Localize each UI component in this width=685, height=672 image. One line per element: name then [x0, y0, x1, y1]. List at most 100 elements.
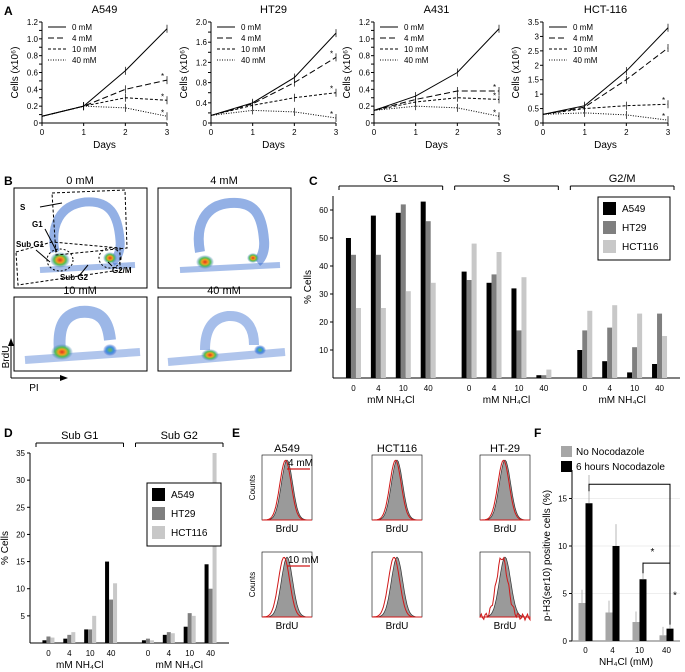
x-axis-label: Days [262, 140, 285, 151]
series-line-40mm [210, 109, 337, 119]
bar-a549 [162, 634, 167, 643]
x-axis-label: NH₄Cl (mM) [599, 657, 653, 668]
bar-ht29 [166, 632, 171, 643]
histogram-concentration: 10 mM [288, 555, 319, 566]
bar-hct116 [637, 313, 643, 378]
significance-star: * [673, 590, 677, 601]
significance-star: * [651, 547, 655, 558]
bar-hct116 [113, 583, 118, 643]
histogram-xlabel: BrdU [494, 621, 517, 632]
flow-plot-0mm [13, 187, 148, 289]
x-axis-label: mM NH₄Cl [483, 395, 530, 406]
series-line-40mm [41, 105, 168, 117]
y-axis-label: Cells (x10⁶) [10, 47, 21, 99]
series-line-4mm [210, 56, 337, 116]
legend-swatch [561, 461, 572, 472]
histogram-treated [261, 556, 312, 618]
legend-label: 0 mM [72, 23, 92, 32]
y-tick-label: 15 [16, 558, 25, 567]
bar-a549 [652, 364, 658, 378]
bar-ht29 [88, 629, 93, 643]
y-tick-label: 0.8 [359, 52, 371, 61]
y-tick-label: 0.6 [27, 69, 39, 78]
series-line-4mm [542, 47, 669, 115]
significance-star: * [330, 110, 333, 119]
series-line-10mm [373, 97, 500, 111]
bar-chart-ph3: 0 5 10 15 p-H3(ser10) positive cells (%) 0 4 10… [542, 446, 680, 668]
histogram-treated [371, 556, 422, 618]
bar-hct116 [587, 310, 593, 378]
bar-no-nocodazole [605, 612, 613, 641]
x-tick-label: 40 [107, 649, 116, 658]
bar-6-hours-nocodazole [666, 628, 674, 641]
bar-6-hours-nocodazole [585, 503, 593, 641]
series-line-0mm [373, 28, 500, 111]
legend-label: 0 mM [573, 23, 593, 32]
bar-hct116 [471, 243, 477, 378]
bar-hct116 [405, 291, 411, 378]
flow-plot-4mm [157, 187, 292, 289]
x-tick-label: 4 [376, 384, 381, 393]
y-tick-label: 5 [563, 590, 568, 599]
bar-a549 [577, 350, 583, 378]
significance-star: * [161, 108, 164, 117]
x-tick-label: 0 [467, 384, 472, 393]
bar-hct116 [170, 633, 175, 643]
y-tick-label: 1.0 [359, 35, 371, 44]
y-tick-label: 0 [203, 119, 208, 128]
x-tick-label: 10 [630, 384, 639, 393]
flow-cytometry-panel: 0 mM 4 mM 10 mM 40 mM S G1 Sub G1 Sub G2… [1, 175, 292, 394]
bar-a549 [536, 375, 542, 378]
legend-label: 40 mM [404, 56, 429, 65]
bar-a549 [602, 361, 608, 378]
y-tick-label: 10 [16, 585, 25, 594]
bar-a549 [141, 640, 146, 643]
histogram-ylabel: Counts [248, 572, 257, 597]
x-axis-label: mM NH₄Cl [156, 660, 203, 671]
significance-star: * [330, 49, 333, 58]
significance-star: * [662, 112, 665, 121]
line-chart-a549: A549 Cells (x10⁶) Days 0 1 2 3 0 0.2 0.4 0.6 0.8 1.0… [10, 4, 170, 151]
legend-label: 4 mM [573, 34, 593, 43]
x-tick-label: 10 [185, 649, 194, 658]
y-tick-label: 10 [558, 542, 567, 551]
histogram-treated [480, 459, 530, 521]
histogram-control [480, 459, 530, 521]
x-tick-label: 4 [610, 646, 615, 655]
y-tick-label: 50 [319, 234, 328, 243]
legend-swatch [561, 446, 572, 457]
significance-star: * [493, 108, 496, 117]
legend-swatch [603, 202, 616, 215]
legend-label: 4 mM [404, 34, 424, 43]
bar-hct116 [71, 632, 76, 643]
x-axis-label: Days [93, 140, 116, 151]
gate-label-s: S [20, 203, 26, 212]
bar-hct116 [92, 615, 97, 643]
y-tick-label: 3.5 [528, 18, 540, 27]
x-tick-label: 40 [424, 384, 433, 393]
y-tick-label: 0.4 [359, 85, 371, 94]
line-chart-a431: A431 Cells (x10⁶) Days 0 1 2 3 0 0.2 0.4 0.6 0.8 1.0… [342, 4, 502, 151]
legend-label: 40 mM [573, 56, 598, 65]
y-tick-label: 0.6 [359, 69, 371, 78]
x-axis-label: mM NH₄Cl [56, 660, 103, 671]
bar-ht29 [466, 280, 472, 378]
legend-label: 4 mM [72, 34, 92, 43]
x-tick-label: 0 [40, 128, 45, 137]
x-axis-label: Days [594, 140, 617, 151]
flow-title-0mm: 0 mM [66, 175, 94, 187]
y-tick-label: 25 [16, 503, 25, 512]
x-axis-label: Days [425, 140, 448, 151]
gate-label-subg2: Sub G2 [60, 273, 89, 282]
bar-a549 [105, 561, 110, 643]
histogram-treated [479, 556, 531, 622]
x-tick-label: 0 [351, 384, 356, 393]
bar-no-nocodazole [632, 622, 640, 641]
histogram-panel: A549 HCT116 HT-29 BrdU BrdU BrdU Counts 4 mM… [248, 443, 531, 632]
flow-title-40mm: 40 mM [207, 285, 241, 297]
x-tick-label: 10 [635, 646, 644, 655]
y-tick-label: 2.0 [196, 18, 208, 27]
bar-hct116 [612, 305, 618, 378]
line-chart-hct-116: HCT-116 Cells (x10⁶) Days 0 1 2 3 0 0.5 1 1.5 2 2.5 3… [511, 4, 671, 151]
y-tick-label: 2 [535, 61, 540, 70]
